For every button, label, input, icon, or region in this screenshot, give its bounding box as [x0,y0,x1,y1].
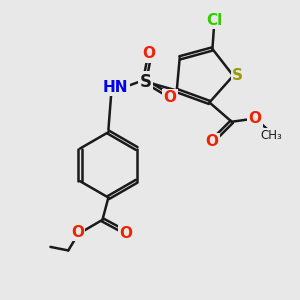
Text: O: O [164,91,176,106]
Text: O: O [248,111,261,126]
Text: Cl: Cl [206,13,222,28]
Text: O: O [71,225,84,240]
Text: HN: HN [103,80,129,95]
Text: O: O [142,46,155,62]
Text: O: O [120,226,133,241]
Text: O: O [205,134,218,149]
Text: S: S [140,73,152,91]
Text: CH₃: CH₃ [260,129,282,142]
Text: S: S [232,68,243,83]
